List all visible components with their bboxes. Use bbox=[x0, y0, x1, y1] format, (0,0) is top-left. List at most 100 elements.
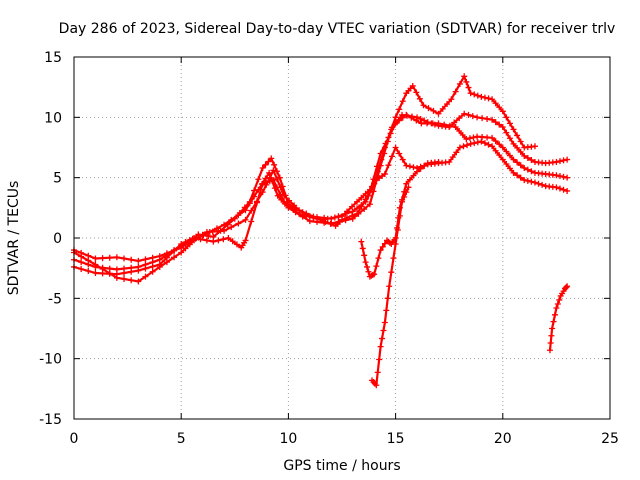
data-point bbox=[128, 256, 135, 263]
data-point bbox=[550, 318, 557, 325]
data-point bbox=[262, 175, 269, 182]
data-point bbox=[291, 202, 298, 209]
data-point bbox=[296, 207, 303, 214]
data-point bbox=[424, 120, 431, 127]
data-point bbox=[430, 107, 437, 114]
data-point bbox=[377, 150, 384, 157]
data-point bbox=[452, 88, 459, 95]
data-point bbox=[535, 180, 542, 187]
data-point bbox=[452, 123, 459, 130]
data-point bbox=[369, 183, 376, 190]
data-point bbox=[449, 154, 456, 161]
data-point bbox=[506, 120, 513, 127]
data-point bbox=[474, 139, 481, 146]
data-point bbox=[220, 236, 227, 243]
data-point bbox=[517, 174, 524, 181]
data-point bbox=[377, 343, 384, 350]
data-point bbox=[499, 144, 506, 151]
data-point bbox=[78, 259, 85, 266]
data-point bbox=[78, 265, 85, 272]
data-point bbox=[564, 283, 571, 290]
data-point bbox=[446, 122, 453, 129]
data-point bbox=[479, 115, 486, 122]
data-point bbox=[492, 138, 499, 145]
data-point bbox=[485, 141, 492, 148]
data-point bbox=[459, 132, 466, 139]
data-point bbox=[474, 133, 481, 140]
data-point bbox=[456, 115, 463, 122]
data-point bbox=[317, 216, 324, 223]
data-point bbox=[435, 158, 442, 165]
data-point bbox=[225, 235, 232, 241]
data-point bbox=[496, 104, 503, 111]
data-point bbox=[271, 161, 278, 168]
data-point bbox=[384, 295, 391, 302]
data-point bbox=[362, 259, 369, 266]
data-point bbox=[389, 153, 396, 160]
data-point bbox=[273, 168, 280, 175]
data-point bbox=[385, 162, 392, 169]
data-point bbox=[499, 156, 506, 163]
data-point bbox=[489, 143, 496, 150]
series-track-3 bbox=[71, 111, 571, 278]
data-point bbox=[281, 198, 288, 205]
data-point bbox=[78, 253, 85, 260]
data-point bbox=[429, 120, 436, 127]
data-point bbox=[266, 174, 273, 181]
data-point bbox=[268, 155, 275, 162]
data-point bbox=[510, 140, 517, 147]
data-point bbox=[403, 111, 410, 118]
data-point bbox=[556, 158, 563, 165]
data-point bbox=[484, 115, 491, 122]
data-point bbox=[374, 163, 381, 170]
series-track-2 bbox=[71, 110, 571, 273]
data-point bbox=[380, 327, 387, 334]
data-point bbox=[471, 140, 478, 147]
data-point bbox=[392, 144, 399, 151]
data-point bbox=[469, 113, 476, 120]
data-point bbox=[496, 141, 503, 148]
data-point bbox=[466, 135, 473, 142]
data-point bbox=[399, 98, 406, 105]
series-track-5 bbox=[358, 158, 442, 280]
data-point bbox=[554, 300, 561, 307]
data-point bbox=[499, 108, 506, 115]
data-point bbox=[273, 175, 280, 182]
data-point bbox=[242, 216, 249, 223]
data-point bbox=[439, 105, 446, 112]
data-point bbox=[392, 241, 399, 248]
data-point bbox=[478, 93, 485, 100]
data-point bbox=[242, 237, 249, 244]
data-point bbox=[489, 116, 496, 123]
data-point bbox=[496, 152, 503, 159]
data-point bbox=[381, 319, 388, 326]
data-point bbox=[484, 134, 491, 141]
data-point bbox=[531, 143, 538, 150]
series-track-1 bbox=[71, 73, 538, 264]
data-point bbox=[156, 263, 163, 270]
data-point bbox=[121, 255, 128, 262]
data-point bbox=[221, 221, 228, 228]
data-point bbox=[142, 273, 149, 280]
data-point bbox=[379, 335, 386, 342]
data-point bbox=[413, 89, 420, 96]
data-point bbox=[382, 140, 389, 147]
data-point bbox=[228, 216, 235, 223]
data-point bbox=[409, 82, 416, 89]
data-point bbox=[460, 143, 467, 150]
data-point bbox=[553, 172, 560, 179]
data-point bbox=[524, 154, 531, 161]
series-layer bbox=[71, 73, 571, 389]
x-axis-label: GPS time / hours bbox=[283, 458, 400, 474]
data-point bbox=[370, 176, 377, 183]
data-point bbox=[396, 117, 403, 124]
data-point bbox=[374, 369, 381, 376]
data-point bbox=[405, 184, 412, 191]
data-point bbox=[485, 95, 492, 102]
data-point bbox=[163, 259, 170, 266]
data-point bbox=[358, 238, 365, 245]
data-point bbox=[344, 214, 351, 221]
data-point bbox=[276, 174, 283, 181]
data-point bbox=[461, 73, 468, 80]
data-point bbox=[248, 218, 255, 225]
